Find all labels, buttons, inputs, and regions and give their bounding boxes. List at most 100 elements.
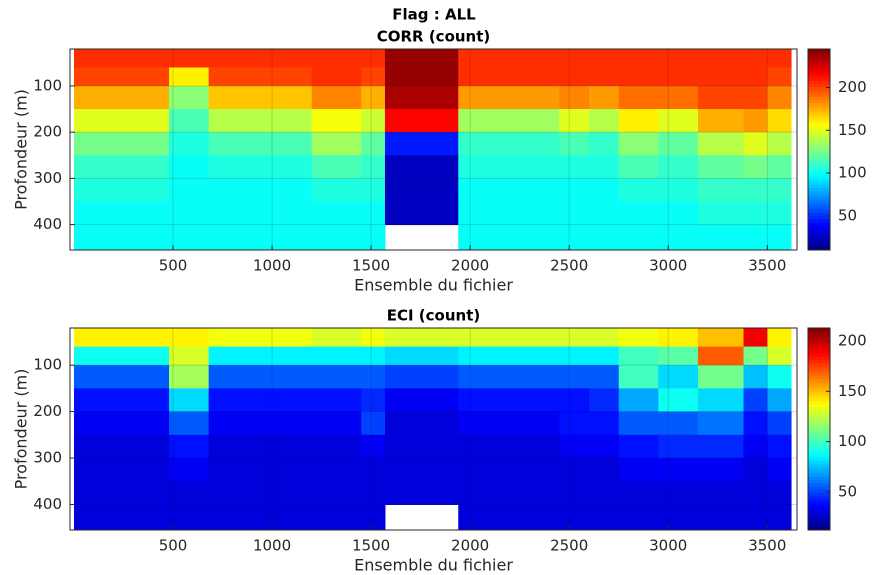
colorbar-step [808, 470, 830, 474]
heatmap-cell [658, 481, 699, 505]
colorbar-step [808, 121, 830, 125]
heatmap-cell [589, 346, 620, 366]
colorbar-step [808, 356, 830, 361]
colorbar-step [808, 49, 830, 53]
colorbar-tick-label: 150 [838, 121, 867, 139]
x-tick-label: 3000 [649, 257, 687, 275]
colorbar-step [808, 105, 830, 110]
colorbar-tick-label: 100 [838, 164, 867, 182]
heatmap-cell [169, 346, 210, 366]
colorbar-step [808, 365, 830, 370]
heatmap-cell [697, 365, 745, 389]
heatmap-cell [559, 178, 590, 202]
colorbar-step [808, 473, 830, 477]
heatmap-cell [589, 388, 620, 413]
heatmap-cell [767, 504, 792, 531]
heatmap-cell [559, 155, 590, 179]
plot-frame [69, 48, 798, 251]
heatmap-cell [697, 411, 745, 436]
colorbar-step [808, 346, 830, 351]
heatmap-cell [618, 481, 659, 505]
heatmap-cell [589, 109, 620, 133]
colorbar-step [808, 165, 830, 169]
heatmap-cell [361, 201, 386, 226]
colorbar-step [808, 228, 830, 232]
heatmap-cell [618, 388, 659, 413]
heatmap-cell [697, 434, 745, 459]
y-tick-label: 300 [33, 169, 62, 187]
colorbar-step [808, 517, 830, 522]
colorbar-step [808, 61, 830, 66]
heatmap-cell [589, 504, 620, 531]
heatmap-cell [384, 346, 459, 366]
heatmap-cell [618, 49, 659, 68]
heatmap-cell [458, 49, 560, 68]
heatmap-cell [311, 201, 362, 226]
heatmap-cell [618, 67, 659, 87]
colorbar-step [808, 454, 830, 458]
heatmap-cell [208, 224, 313, 251]
colorbar-step [808, 127, 830, 132]
heatmap-cell [361, 328, 386, 348]
heatmap-cell [384, 109, 459, 133]
colorbar-step [808, 435, 830, 439]
heatmap-cell [169, 132, 210, 156]
heatmap-cell [743, 178, 768, 202]
heatmap-cell [208, 201, 313, 226]
heatmap-cell [311, 388, 362, 413]
colorbar-step [808, 102, 830, 107]
colorbar-step [808, 495, 830, 499]
colorbar-step [808, 196, 830, 201]
heatmap-cell [311, 411, 362, 436]
heatmap-cell [361, 178, 386, 202]
heatmap-cell [618, 434, 659, 459]
x-tick-label: 500 [159, 257, 188, 275]
heatmap-cell [559, 504, 590, 531]
heatmap-cell [559, 224, 590, 251]
heatmap-cell [384, 155, 459, 179]
colorbar-step [808, 498, 830, 503]
colorbar-step [808, 193, 830, 198]
heatmap-cell [743, 155, 768, 179]
chart-title: ECI (count) [387, 307, 481, 325]
heatmap-cell [559, 388, 590, 413]
heatmap-cell [658, 458, 699, 482]
colorbar-step [808, 96, 830, 100]
x-tick-label: 3500 [748, 257, 786, 275]
heatmap-cell [73, 132, 170, 156]
heatmap-cell [73, 328, 170, 348]
heatmap-cell [361, 388, 386, 413]
heatmap-cell [73, 67, 170, 87]
y-tick-label: 400 [33, 215, 62, 233]
x-tick-label: 1000 [253, 537, 291, 555]
colorbar-step [808, 240, 830, 245]
colorbar-step [808, 429, 830, 433]
heatmap-cell [658, 109, 699, 133]
heatmap-cell [743, 49, 768, 68]
heatmap-cell [559, 109, 590, 133]
heatmap-cell [658, 434, 699, 459]
colorbar-step [808, 343, 830, 348]
heatmap-cell [208, 132, 313, 156]
colorbar-tick-label: 50 [838, 482, 857, 500]
heatmap-cell [697, 328, 745, 348]
heatmap-cell [559, 132, 590, 156]
heatmap-cell [384, 411, 459, 436]
heatmap-cell [559, 458, 590, 482]
x-tick-label: 3000 [649, 537, 687, 555]
colorbar-step [808, 340, 830, 345]
colorbar-step [808, 155, 830, 160]
colorbar-step [808, 362, 830, 367]
colorbar-step [808, 64, 830, 69]
colorbar-step [808, 67, 830, 72]
heatmap-cell [743, 458, 768, 482]
heatmap-cell [361, 49, 386, 68]
colorbar-step [808, 479, 830, 484]
colorbar-step [808, 86, 830, 91]
colorbar-step [808, 485, 830, 490]
heatmap-cell [311, 365, 362, 389]
colorbar-step [808, 460, 830, 465]
heatmap-cell [589, 201, 620, 226]
heatmap-cell [458, 346, 560, 366]
x-tick-label: 3500 [748, 537, 786, 555]
